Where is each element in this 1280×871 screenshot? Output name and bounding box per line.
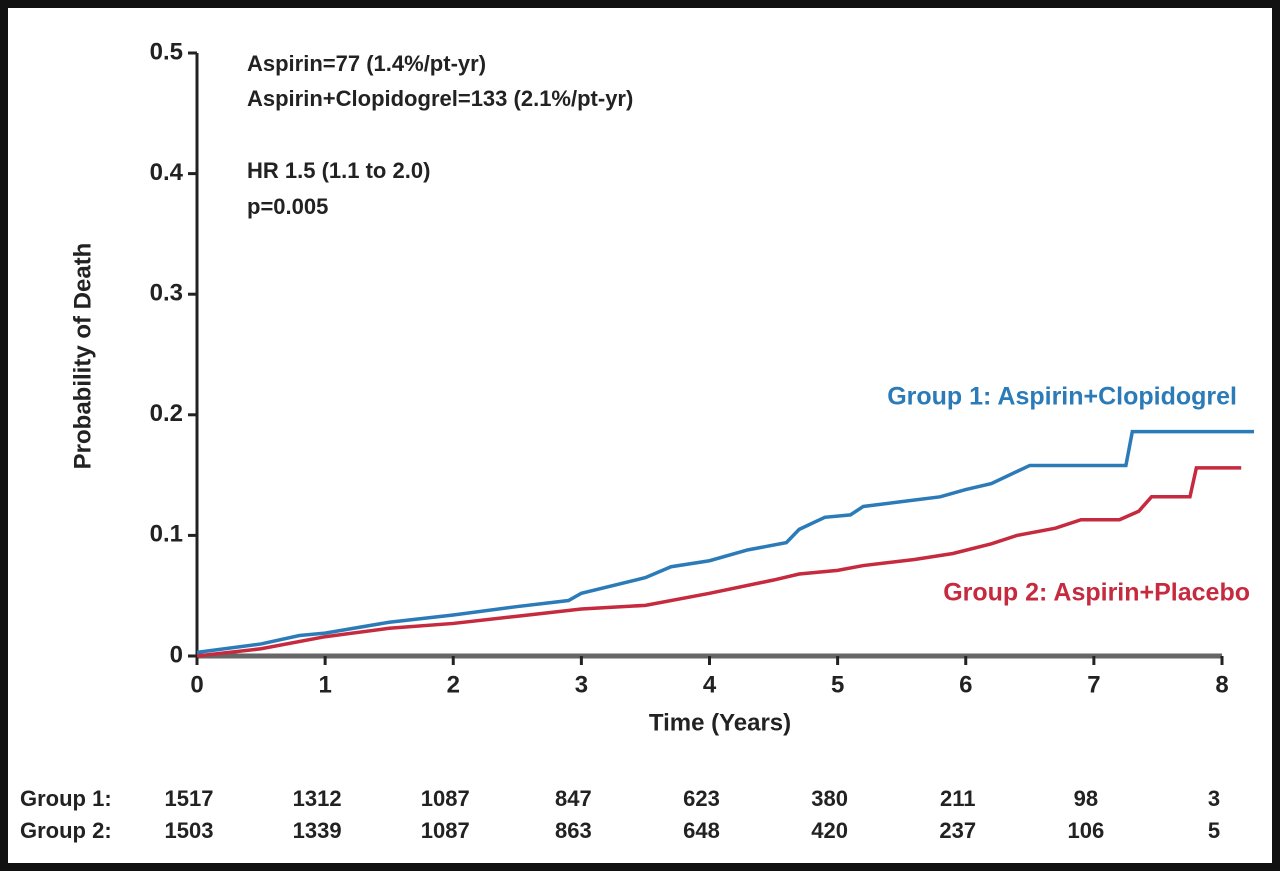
series-line bbox=[196, 466, 1242, 658]
risk-value: 106 bbox=[1068, 818, 1105, 843]
risk-value: 863 bbox=[555, 818, 592, 843]
x-tick-label: 8 bbox=[1215, 671, 1228, 698]
risk-value: 648 bbox=[683, 818, 720, 843]
risk-value: 1087 bbox=[421, 818, 470, 843]
y-tick-label: 0.1 bbox=[150, 521, 183, 548]
x-axis-title: Time (Years) bbox=[649, 709, 791, 736]
x-tick-label: 1 bbox=[318, 671, 331, 698]
risk-value: 98 bbox=[1074, 786, 1098, 811]
risk-value: 237 bbox=[939, 818, 976, 843]
annotation: p=0.005 bbox=[247, 194, 328, 219]
risk-value: 623 bbox=[683, 786, 720, 811]
series-label: Group 1: Aspirin+Clopidogrel bbox=[887, 383, 1237, 411]
series-line bbox=[196, 429, 1255, 655]
annotation: HR 1.5 (1.1 to 2.0) bbox=[247, 158, 430, 183]
risk-value: 211 bbox=[940, 786, 976, 811]
risk-value: 1503 bbox=[165, 818, 214, 843]
annotation: Aspirin+Clopidogrel=133 (2.1%/pt-yr) bbox=[247, 86, 633, 111]
y-tick-label: 0.3 bbox=[150, 280, 183, 307]
x-tick-label: 3 bbox=[575, 671, 588, 698]
risk-value: 1517 bbox=[165, 786, 214, 811]
y-tick-label: 0.5 bbox=[150, 38, 183, 65]
x-tick-label: 2 bbox=[447, 671, 460, 698]
x-tick-label: 7 bbox=[1087, 671, 1100, 698]
risk-value: 420 bbox=[811, 818, 848, 843]
risk-value: 3 bbox=[1208, 786, 1220, 811]
x-tick-label: 5 bbox=[831, 671, 844, 698]
risk-value: 1312 bbox=[293, 786, 342, 811]
risk-value: 847 bbox=[555, 786, 592, 811]
y-tick-label: 0.2 bbox=[150, 400, 183, 427]
x-tick-label: 6 bbox=[959, 671, 972, 698]
background bbox=[8, 8, 1272, 863]
risk-row-label: Group 1: bbox=[20, 786, 112, 811]
risk-value: 1087 bbox=[421, 786, 470, 811]
x-tick-label: 4 bbox=[703, 671, 717, 698]
annotation: Aspirin=77 (1.4%/pt-yr) bbox=[247, 51, 486, 76]
risk-row-label: Group 2: bbox=[20, 818, 112, 843]
y-tick-label: 0.4 bbox=[150, 159, 184, 186]
y-tick-label: 0 bbox=[170, 641, 183, 668]
series-label: Group 2: Aspirin+Placebo bbox=[943, 579, 1250, 607]
risk-value: 1339 bbox=[293, 818, 342, 843]
risk-value: 5 bbox=[1208, 818, 1220, 843]
risk-value: 380 bbox=[811, 786, 848, 811]
y-axis-title: Probability of Death bbox=[69, 243, 96, 470]
x-tick-label: 0 bbox=[190, 671, 203, 698]
